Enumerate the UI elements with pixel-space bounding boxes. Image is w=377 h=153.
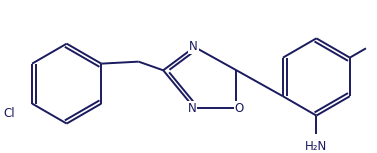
Text: N: N — [189, 40, 198, 53]
Text: H₂N: H₂N — [305, 140, 327, 153]
Text: N: N — [187, 102, 196, 115]
Text: Cl: Cl — [3, 107, 15, 120]
Text: O: O — [234, 102, 244, 115]
